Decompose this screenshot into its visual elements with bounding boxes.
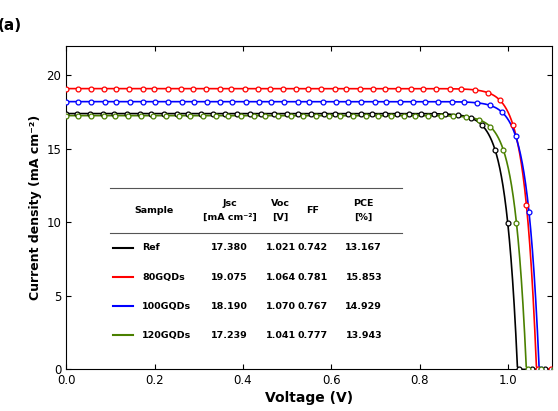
Text: 100GQDs: 100GQDs bbox=[142, 302, 191, 311]
Text: PCE: PCE bbox=[353, 199, 374, 208]
Text: 1.070: 1.070 bbox=[266, 302, 296, 311]
Text: 80GQDs: 80GQDs bbox=[142, 272, 185, 282]
Text: 0.767: 0.767 bbox=[297, 302, 328, 311]
Text: FF: FF bbox=[306, 206, 319, 215]
X-axis label: Voltage (V): Voltage (V) bbox=[265, 391, 353, 405]
Y-axis label: Current density (mA cm⁻²): Current density (mA cm⁻²) bbox=[29, 115, 42, 300]
Text: 1.041: 1.041 bbox=[266, 331, 296, 340]
Text: 0.742: 0.742 bbox=[297, 243, 328, 252]
Text: [mA cm⁻²]: [mA cm⁻²] bbox=[203, 213, 257, 222]
Text: 17.239: 17.239 bbox=[211, 331, 248, 340]
Text: 1.064: 1.064 bbox=[266, 272, 296, 282]
Text: 0.781: 0.781 bbox=[297, 272, 328, 282]
Text: 19.075: 19.075 bbox=[211, 272, 248, 282]
Text: [%]: [%] bbox=[354, 213, 373, 222]
Text: 14.929: 14.929 bbox=[345, 302, 382, 311]
Text: 15.853: 15.853 bbox=[345, 272, 382, 282]
Text: Ref: Ref bbox=[142, 243, 160, 252]
Text: 0.777: 0.777 bbox=[297, 331, 328, 340]
Text: 13.167: 13.167 bbox=[345, 243, 382, 252]
Text: 120GQDs: 120GQDs bbox=[142, 331, 191, 340]
Text: 18.190: 18.190 bbox=[211, 302, 248, 311]
Text: [V]: [V] bbox=[272, 213, 288, 222]
Text: Jsc: Jsc bbox=[222, 199, 237, 208]
Text: Sample: Sample bbox=[134, 206, 174, 215]
Bar bbox=[110, 188, 402, 350]
Text: (a): (a) bbox=[0, 18, 22, 32]
Text: 1.021: 1.021 bbox=[266, 243, 296, 252]
Text: 17.380: 17.380 bbox=[211, 243, 248, 252]
Text: 13.943: 13.943 bbox=[345, 331, 382, 340]
Text: Voc: Voc bbox=[271, 199, 290, 208]
